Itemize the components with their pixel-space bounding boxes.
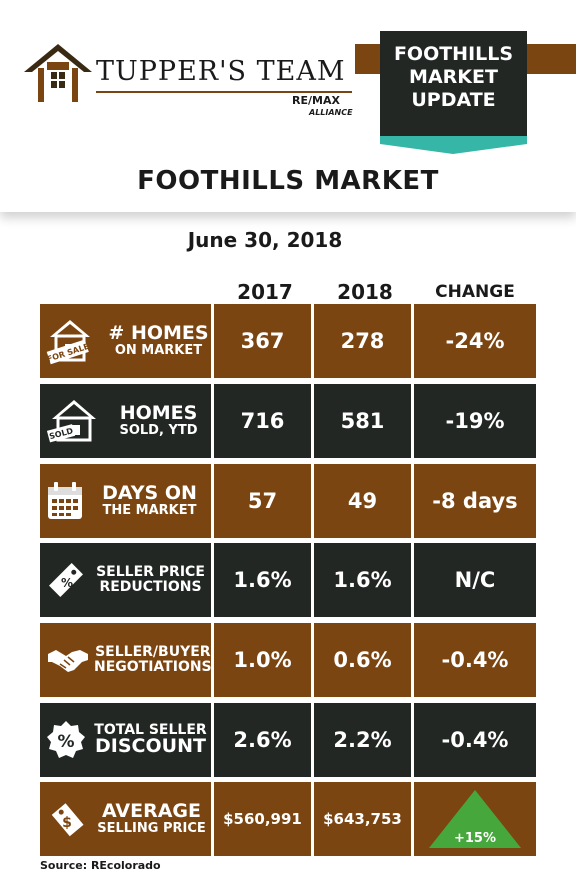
row-label-secondary: ON MARKET xyxy=(114,343,203,359)
increase-arrow-icon: +15% xyxy=(425,788,525,850)
table-row: % SELLER PRICE REDUCTIONS 1.6% 1.6% N/C xyxy=(0,543,576,617)
table-row: $ AVERAGE SELLING PRICE $560,991 $643,75… xyxy=(0,782,576,856)
header: TUPPER'S TEAM RE/MAX ALLIANCE FOOTHILLS … xyxy=(0,0,576,212)
row-label-line-1: TOTAL SELLER xyxy=(94,721,207,738)
value-change: -0.4% xyxy=(414,703,536,777)
column-header-2017: 2017 xyxy=(237,280,293,304)
svg-text:$: $ xyxy=(62,815,72,831)
market-update-badge: FOOTHILLS MARKET UPDATE xyxy=(380,31,527,154)
value-change: -24% xyxy=(414,304,536,378)
value-change: -8 days xyxy=(414,464,536,538)
brand-logo: TUPPER'S TEAM RE/MAX ALLIANCE xyxy=(22,42,357,122)
row-label-secondary: SOLD, YTD xyxy=(119,423,198,439)
svg-text:%: % xyxy=(61,576,73,590)
row-label-secondary: SELLING PRICE xyxy=(97,821,206,837)
row-label-primary: # HOMES xyxy=(108,322,209,345)
value-change: N/C xyxy=(414,543,536,617)
value-2017: 57 xyxy=(214,464,311,538)
dollar-tag-icon: $ xyxy=(46,798,88,840)
value-change: -0.4% xyxy=(414,623,536,697)
column-header-change: CHANGE xyxy=(435,282,515,302)
value-change-cell: +15% xyxy=(414,782,536,856)
badge-line-1: FOOTHILLS xyxy=(393,43,514,65)
badge-teal-band xyxy=(380,136,527,144)
table-row: DAYS ON THE MARKET 57 49 -8 days xyxy=(0,464,576,538)
value-2017: 2.6% xyxy=(214,703,311,777)
row-label-line-1: SELLER PRICE xyxy=(96,564,205,581)
row-label-line-2: DISCOUNT xyxy=(95,735,206,758)
badge-line-2: MARKET xyxy=(409,66,498,88)
row-label-primary: HOMES xyxy=(119,402,198,425)
page-title: FOOTHILLS MARKET xyxy=(137,166,439,196)
alliance-label: ALLIANCE xyxy=(309,108,353,117)
column-header-2018: 2018 xyxy=(337,280,393,304)
value-2018: $643,753 xyxy=(314,782,411,856)
table-row: SOLD HOMES SOLD, YTD 716 581 -19% xyxy=(0,384,576,458)
row-label-primary: AVERAGE xyxy=(101,800,201,823)
value-2017: 716 xyxy=(214,384,311,458)
price-tag-percent-icon: % xyxy=(46,560,86,600)
brand-underline xyxy=(96,91,352,93)
discount-badge-icon: % xyxy=(46,720,86,760)
value-2017: 1.0% xyxy=(214,623,311,697)
source-note: Source: REcolorado xyxy=(40,859,161,872)
row-label-cell: SELLER/BUYER NEGOTIATIONS xyxy=(40,623,212,697)
remax-label: RE/MAX xyxy=(292,94,340,107)
value-2018: 278 xyxy=(314,304,411,378)
row-label-cell: SOLD HOMES SOLD, YTD xyxy=(40,384,211,458)
value-2018: 581 xyxy=(314,384,411,458)
row-label-cell: % TOTAL SELLER DISCOUNT xyxy=(40,703,211,777)
value-2018: 0.6% xyxy=(314,623,411,697)
row-label-line-1: SELLER/BUYER xyxy=(95,644,211,661)
table-row: FOR SALE # HOMES ON MARKET 367 278 -24% xyxy=(0,304,576,378)
value-change: +15% xyxy=(454,831,496,846)
row-label-cell: $ AVERAGE SELLING PRICE xyxy=(40,782,211,856)
table-row: % TOTAL SELLER DISCOUNT 2.6% 2.2% -0.4% xyxy=(0,703,576,777)
row-label-cell: FOR SALE # HOMES ON MARKET xyxy=(40,304,211,378)
row-label-primary: DAYS ON xyxy=(102,482,197,505)
handshake-icon xyxy=(46,644,90,676)
value-change: -19% xyxy=(414,384,536,458)
badge-line-3: UPDATE xyxy=(411,89,496,111)
value-2017: 367 xyxy=(214,304,311,378)
report-date: June 30, 2018 xyxy=(187,228,343,252)
value-2018: 1.6% xyxy=(314,543,411,617)
row-label-line-2: NEGOTIATIONS xyxy=(94,659,212,675)
row-label-secondary: THE MARKET xyxy=(102,503,197,519)
sold-house-icon: SOLD xyxy=(46,397,102,445)
value-2018: 2.2% xyxy=(314,703,411,777)
badge-teal-point xyxy=(380,144,527,154)
calendar-icon xyxy=(46,481,84,521)
row-label-cell: % SELLER PRICE REDUCTIONS xyxy=(40,543,211,617)
table-row: SELLER/BUYER NEGOTIATIONS 1.0% 0.6% -0.4… xyxy=(0,623,576,697)
row-label-line-2: REDUCTIONS xyxy=(99,579,202,595)
house-logo-icon xyxy=(24,44,92,102)
brand-name: TUPPER'S TEAM xyxy=(96,56,346,87)
row-label-cell: DAYS ON THE MARKET xyxy=(40,464,211,538)
value-2017: 1.6% xyxy=(214,543,311,617)
value-2017: $560,991 xyxy=(214,782,311,856)
for-sale-house-icon: FOR SALE xyxy=(46,317,102,365)
svg-text:%: % xyxy=(57,732,74,752)
value-2018: 49 xyxy=(314,464,411,538)
